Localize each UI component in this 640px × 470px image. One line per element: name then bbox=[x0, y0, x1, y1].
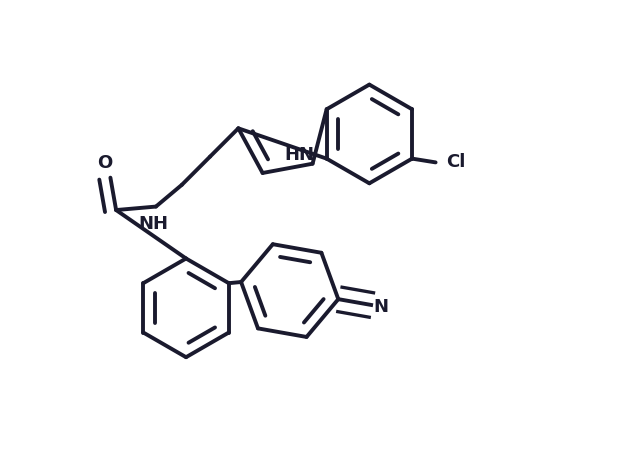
Text: HN: HN bbox=[284, 146, 314, 164]
Text: Cl: Cl bbox=[446, 153, 465, 172]
Text: N: N bbox=[374, 298, 389, 316]
Text: O: O bbox=[97, 154, 113, 172]
Text: NH: NH bbox=[139, 215, 168, 233]
